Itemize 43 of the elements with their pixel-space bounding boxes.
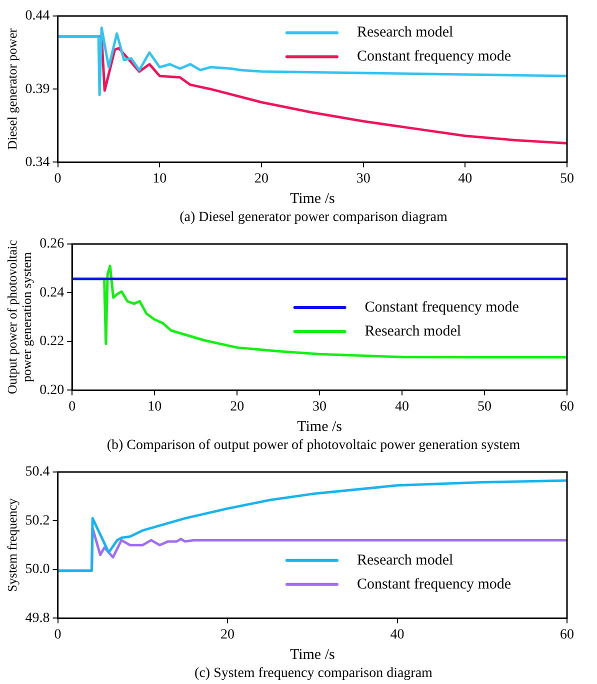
y-tick-label: 0.24 [40, 285, 64, 300]
x-tick-label: 0 [54, 627, 62, 642]
y-axis-title: System frequency [4, 498, 20, 592]
x-tick-label: 10 [148, 399, 162, 414]
legend-label: Constant frequency mode [356, 48, 512, 65]
x-tick-label: 0 [54, 171, 62, 186]
x-tick-label: 50 [478, 399, 492, 414]
x-tick-label: 40 [390, 627, 404, 642]
x-tick-label: 10 [152, 171, 167, 186]
text: (b) Comparison of output power of photovoltaic power generation system [106, 437, 522, 455]
x-tick-label: 40 [395, 399, 410, 414]
y-tick-label: 50.4 [25, 464, 50, 480]
y-tick-label: 50.0 [25, 562, 50, 578]
y-tick-label: 50.2 [25, 513, 50, 528]
legend-label: Constant frequency mode [356, 576, 512, 592]
y-axis-title: Output power of photovoltaic power generation system [4, 240, 34, 394]
x-axis-title: Time /s [297, 418, 342, 435]
x-axis-title: Time /s [290, 190, 335, 207]
y-tick-label: 0.22 [40, 334, 64, 350]
x-tick-label: 30 [356, 171, 370, 186]
x-tick-label: 50 [560, 171, 574, 186]
text: (c) System frequency comparison diagram [194, 665, 434, 683]
text: (a) Diesel generator power comparison diagram [178, 209, 448, 227]
x-tick-label: 60 [560, 627, 574, 642]
x-tick-label: 0 [68, 399, 76, 414]
x-tick-label: 40 [458, 171, 472, 186]
x-tick-label: 60 [560, 399, 574, 414]
y-tick-label: 49.8 [25, 610, 50, 626]
legend-label: Research model [364, 323, 462, 340]
y-tick-label: 0.44 [25, 8, 50, 24]
y-axis-title: Diesel generator power [4, 28, 20, 150]
x-tick-label: 20 [230, 399, 244, 414]
x-axis-title: Time /s [290, 646, 335, 663]
legend-label: Research model [356, 552, 454, 568]
y-tick-label: 0.26 [40, 236, 64, 252]
x-tick-label: 20 [254, 171, 268, 186]
y-tick-label: 0.39 [25, 82, 50, 97]
legend-label: Research model [356, 24, 454, 41]
x-tick-label: 30 [312, 399, 327, 414]
x-tick-label: 20 [220, 627, 235, 642]
y-tick-label: 0.34 [25, 154, 50, 170]
legend-label: Constant frequency mode [364, 299, 520, 316]
y-tick-label: 0.20 [40, 382, 64, 398]
